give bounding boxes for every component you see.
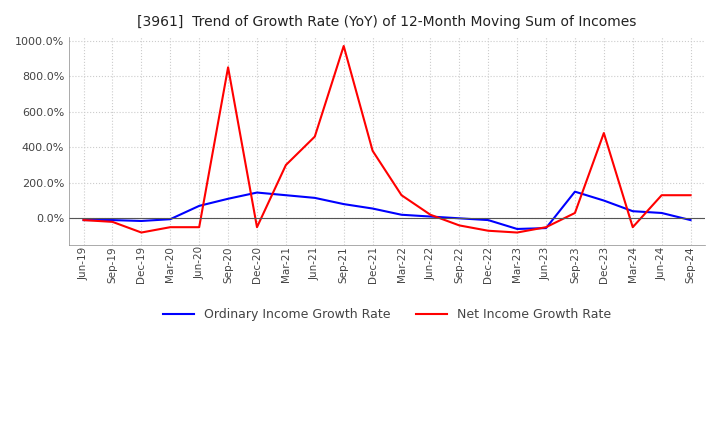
Ordinary Income Growth Rate [310, 195, 319, 201]
Ordinary Income Growth Rate [195, 203, 204, 209]
Ordinary Income Growth Rate [455, 216, 464, 221]
Line: Net Income Growth Rate: Net Income Growth Rate [84, 46, 690, 232]
Ordinary Income Growth Rate [541, 225, 550, 231]
Net Income Growth Rate [686, 193, 695, 198]
Ordinary Income Growth Rate [108, 217, 117, 223]
Ordinary Income Growth Rate [339, 202, 348, 207]
Net Income Growth Rate [339, 44, 348, 49]
Ordinary Income Growth Rate [224, 196, 233, 202]
Net Income Growth Rate [657, 193, 666, 198]
Net Income Growth Rate [195, 224, 204, 230]
Legend: Ordinary Income Growth Rate, Net Income Growth Rate: Ordinary Income Growth Rate, Net Income … [158, 303, 616, 326]
Line: Ordinary Income Growth Rate: Ordinary Income Growth Rate [84, 192, 690, 229]
Net Income Growth Rate [426, 212, 435, 217]
Ordinary Income Growth Rate [629, 209, 637, 214]
Net Income Growth Rate [541, 224, 550, 230]
Net Income Growth Rate [513, 230, 521, 235]
Ordinary Income Growth Rate [484, 217, 492, 223]
Ordinary Income Growth Rate [137, 218, 145, 224]
Net Income Growth Rate [600, 130, 608, 136]
Ordinary Income Growth Rate [369, 206, 377, 211]
Net Income Growth Rate [79, 217, 88, 223]
Net Income Growth Rate [369, 148, 377, 154]
Ordinary Income Growth Rate [571, 189, 580, 194]
Ordinary Income Growth Rate [253, 190, 261, 195]
Net Income Growth Rate [253, 224, 261, 230]
Net Income Growth Rate [310, 134, 319, 139]
Net Income Growth Rate [455, 223, 464, 228]
Ordinary Income Growth Rate [686, 217, 695, 223]
Net Income Growth Rate [166, 224, 174, 230]
Ordinary Income Growth Rate [282, 193, 290, 198]
Ordinary Income Growth Rate [426, 214, 435, 219]
Net Income Growth Rate [108, 219, 117, 224]
Net Income Growth Rate [629, 224, 637, 230]
Net Income Growth Rate [571, 210, 580, 216]
Ordinary Income Growth Rate [657, 210, 666, 216]
Title: [3961]  Trend of Growth Rate (YoY) of 12-Month Moving Sum of Incomes: [3961] Trend of Growth Rate (YoY) of 12-… [138, 15, 636, 29]
Net Income Growth Rate [397, 193, 406, 198]
Net Income Growth Rate [282, 162, 290, 168]
Net Income Growth Rate [484, 228, 492, 233]
Ordinary Income Growth Rate [513, 226, 521, 231]
Ordinary Income Growth Rate [397, 212, 406, 217]
Ordinary Income Growth Rate [166, 216, 174, 222]
Net Income Growth Rate [137, 230, 145, 235]
Ordinary Income Growth Rate [79, 217, 88, 223]
Ordinary Income Growth Rate [600, 198, 608, 203]
Net Income Growth Rate [224, 65, 233, 70]
